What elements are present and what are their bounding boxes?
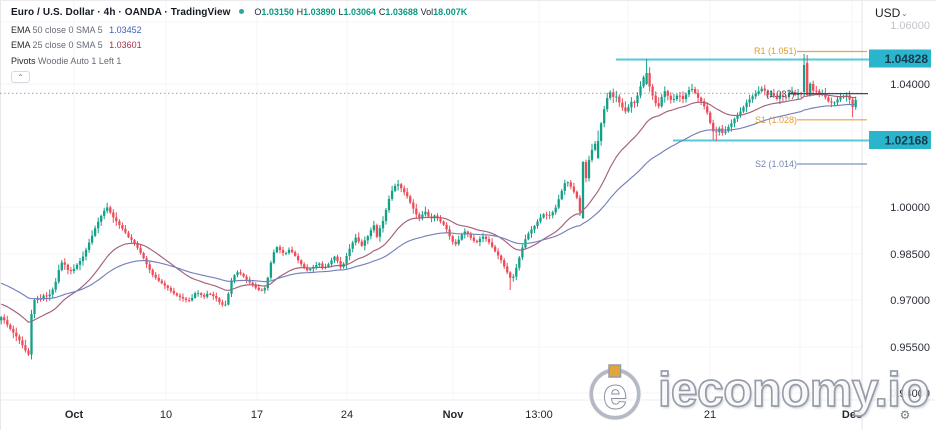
svg-text:0.94000: 0.94000 xyxy=(890,388,930,400)
svg-text:0.98500: 0.98500 xyxy=(890,249,930,261)
svg-text:Nov: Nov xyxy=(443,409,465,421)
svg-text:24: 24 xyxy=(341,409,353,421)
svg-text:S2 (1.014): S2 (1.014) xyxy=(755,159,797,169)
svg-text:0.97000: 0.97000 xyxy=(890,295,930,307)
svg-text:1.04828: 1.04828 xyxy=(885,52,929,66)
svg-text:21: 21 xyxy=(704,409,716,421)
svg-text:1.06000: 1.06000 xyxy=(890,20,930,32)
svg-text:13:00: 13:00 xyxy=(525,409,553,421)
svg-text:Dec: Dec xyxy=(842,409,862,421)
svg-text:⚙: ⚙ xyxy=(900,408,911,422)
svg-text:(1.037): (1.037) xyxy=(766,89,795,99)
svg-text:Oct: Oct xyxy=(65,409,84,421)
svg-text:⌄: ⌄ xyxy=(901,9,908,18)
svg-text:R1 (1.051): R1 (1.051) xyxy=(754,46,797,56)
svg-text:S1 (1.028): S1 (1.028) xyxy=(755,115,797,125)
svg-text:10: 10 xyxy=(160,409,172,421)
svg-text:e: e xyxy=(603,370,626,417)
svg-text:1.04000: 1.04000 xyxy=(890,79,930,91)
svg-text:1.02168: 1.02168 xyxy=(885,134,929,148)
svg-text:USD: USD xyxy=(875,6,901,20)
svg-text:1.00000: 1.00000 xyxy=(890,202,930,214)
svg-text:17: 17 xyxy=(251,409,263,421)
svg-text:0.95500: 0.95500 xyxy=(890,342,930,354)
